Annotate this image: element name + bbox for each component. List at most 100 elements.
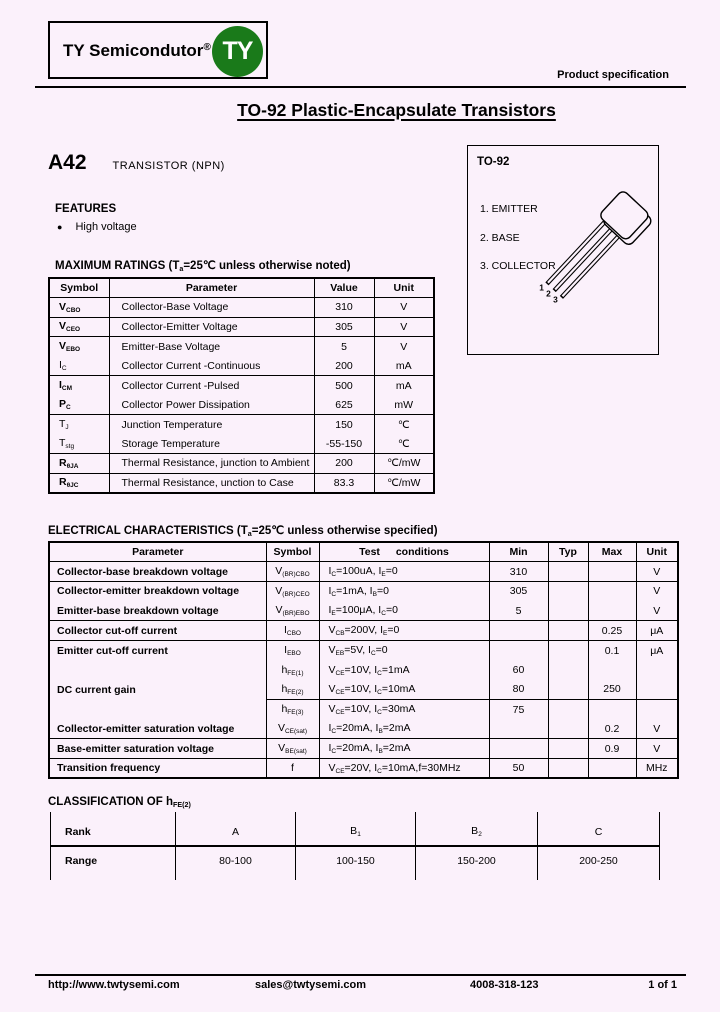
value-cell: -55-150 <box>313 434 374 454</box>
footer-divider <box>35 974 686 976</box>
table-row: Collector-emitter breakdown voltage V(BR… <box>49 581 678 602</box>
column-header: Unit <box>373 278 434 298</box>
typ-cell <box>547 601 588 622</box>
parameter-cell: Storage Temperature <box>108 434 314 454</box>
classification-heading: CLASSIFICATION OF hFE(2) <box>48 796 191 809</box>
symbol-cell: Tstg <box>49 434 109 454</box>
table-row: DC current gain hFE(2) VCE=10V, IC=10mA … <box>49 679 678 700</box>
typ-cell <box>547 679 588 700</box>
parameter-cell: Emitter cut-off current <box>57 644 168 657</box>
rank-cell: A <box>175 818 296 847</box>
parameter-cell <box>49 660 266 680</box>
conditions-cell: IC=20mA, IB=2mA <box>318 738 489 760</box>
typ-cell <box>547 719 588 740</box>
symbol-cell: IC <box>49 356 109 376</box>
conditions-cell: IE=100μA, IC=0 <box>318 601 489 622</box>
symbol-cell: IEBO <box>265 640 319 661</box>
unit-cell: mW <box>373 395 434 415</box>
table-row: TJ Junction Temperature 150 ℃ <box>49 414 434 434</box>
table-row: ICM Collector Current -Pulsed 500 mA <box>49 375 434 395</box>
max-cell: 0.25 <box>587 620 636 641</box>
value-cell: 200 <box>313 453 374 474</box>
min-cell <box>488 719 548 740</box>
registered-trademark-icon: ® <box>203 42 211 53</box>
unit-cell <box>635 699 678 720</box>
symbol-cell: VBE(sat) <box>265 738 319 760</box>
column-header: Symbol <box>265 542 319 563</box>
rank-cell: B1 <box>295 818 416 847</box>
parameter-cell: Thermal Resistance, junction to Ambient <box>108 453 314 474</box>
table-spacer-row <box>50 874 660 880</box>
max-cell <box>587 581 636 602</box>
range-cell: 200-250 <box>537 846 660 874</box>
symbol-cell: RθJC <box>59 476 79 489</box>
part-description: TRANSISTOR (NPN) <box>112 160 225 172</box>
parameter-cell: Collector cut-off current <box>49 620 266 641</box>
unit-cell: V <box>635 581 678 602</box>
conditions-cell: VCE=20V, IC=10mA,f=30MHz <box>318 758 489 779</box>
min-cell: 305 <box>488 581 548 602</box>
min-cell: 310 <box>488 561 548 582</box>
parameter-cell: Collector-emitter saturation voltage <box>49 719 266 740</box>
min-cell <box>488 620 548 641</box>
min-cell: 80 <box>488 679 548 700</box>
lead-number-1: 1 <box>539 283 544 293</box>
symbol-cell: f <box>265 758 319 779</box>
symbol-cell: hFE(3) <box>265 699 319 720</box>
part-heading: A42 TRANSISTOR (NPN) <box>48 151 225 175</box>
unit-cell: V <box>373 336 434 356</box>
conditions-cell: IC=100uA, IE=0 <box>318 561 489 582</box>
column-header: Typ <box>547 542 588 563</box>
parameter-cell: Transition frequency <box>57 762 161 775</box>
header-divider <box>35 86 686 88</box>
parameter-cell: Collector Power Dissipation <box>108 395 314 415</box>
footer-email: sales@twtysemi.com <box>255 979 366 991</box>
max-cell: 0.2 <box>587 719 636 740</box>
table-row: Emitter-base breakdown voltage V(BR)EBO … <box>49 601 678 622</box>
parameter-cell: Emitter-base breakdown voltage <box>49 601 266 622</box>
package-name: TO-92 <box>477 156 510 168</box>
column-header: Value <box>313 278 374 298</box>
unit-cell <box>635 679 678 700</box>
max-cell: 250 <box>587 679 636 700</box>
symbol-cell: VEBO <box>59 340 81 353</box>
symbol-cell: ICBO <box>265 620 319 641</box>
symbol-cell: VCEO <box>49 317 109 337</box>
max-cell <box>587 699 636 720</box>
column-header: Test conditions <box>318 542 489 563</box>
symbol-cell: VCBO <box>49 297 109 318</box>
classification-table: Rank A B1 B2 C Range 80-100 100-150 150-… <box>50 812 660 880</box>
typ-cell <box>547 581 588 602</box>
table-row: RθJC Thermal Resistance, unction to Case… <box>49 473 434 493</box>
pin-label-collector: 3. COLLECTOR <box>480 260 556 272</box>
bullet-icon: ● <box>57 222 63 232</box>
electrical-characteristics-heading: ELECTRICAL CHARACTERISTICS (Ta=25℃ unles… <box>48 525 438 538</box>
table-row: VCBO Collector-Base Voltage 310 V <box>49 297 434 318</box>
rank-cell: C <box>537 818 660 847</box>
conditions-cell: IC=1mA, IB=0 <box>318 581 489 602</box>
symbol-cell: TJ <box>59 418 69 431</box>
feature-item: ● High voltage <box>57 221 137 233</box>
max-cell <box>587 561 636 582</box>
max-cell <box>587 601 636 622</box>
table-row: Emitter cut-off current IEBO VEB=5V, IC=… <box>49 640 678 661</box>
table-row: hFE(1) VCE=10V, IC=1mA 60 <box>49 660 678 680</box>
electrical-characteristics-table: Parameter Symbol Test conditions Min Typ… <box>48 541 679 780</box>
table-row: VCEO Collector-Emitter Voltage 305 V <box>49 317 434 337</box>
typ-cell <box>547 561 588 582</box>
unit-cell: V <box>635 601 678 622</box>
unit-cell: V <box>635 738 678 760</box>
max-ratings-heading: MAXIMUM RATINGS (Ta=25℃ unless otherwise… <box>55 260 351 273</box>
symbol-cell: V(BR)CEO <box>265 581 319 602</box>
product-specification-label: Product specification <box>557 69 669 81</box>
table-row: Collector-emitter saturation voltage VCE… <box>49 719 678 740</box>
value-cell: 625 <box>313 395 374 415</box>
table-row: RθJA Thermal Resistance, junction to Amb… <box>49 453 434 474</box>
conditions-cell: VCE=10V, IC=10mA <box>318 679 489 700</box>
typ-cell <box>547 699 588 720</box>
column-header: Parameter <box>108 278 314 298</box>
table-header-row: Symbol Parameter Value Unit <box>49 278 434 298</box>
parameter-cell: Emitter-Base Voltage <box>108 336 314 356</box>
table-row: Collector cut-off current ICBO VCB=200V,… <box>49 620 678 641</box>
table-row: Tstg Storage Temperature -55-150 ℃ <box>49 434 434 454</box>
